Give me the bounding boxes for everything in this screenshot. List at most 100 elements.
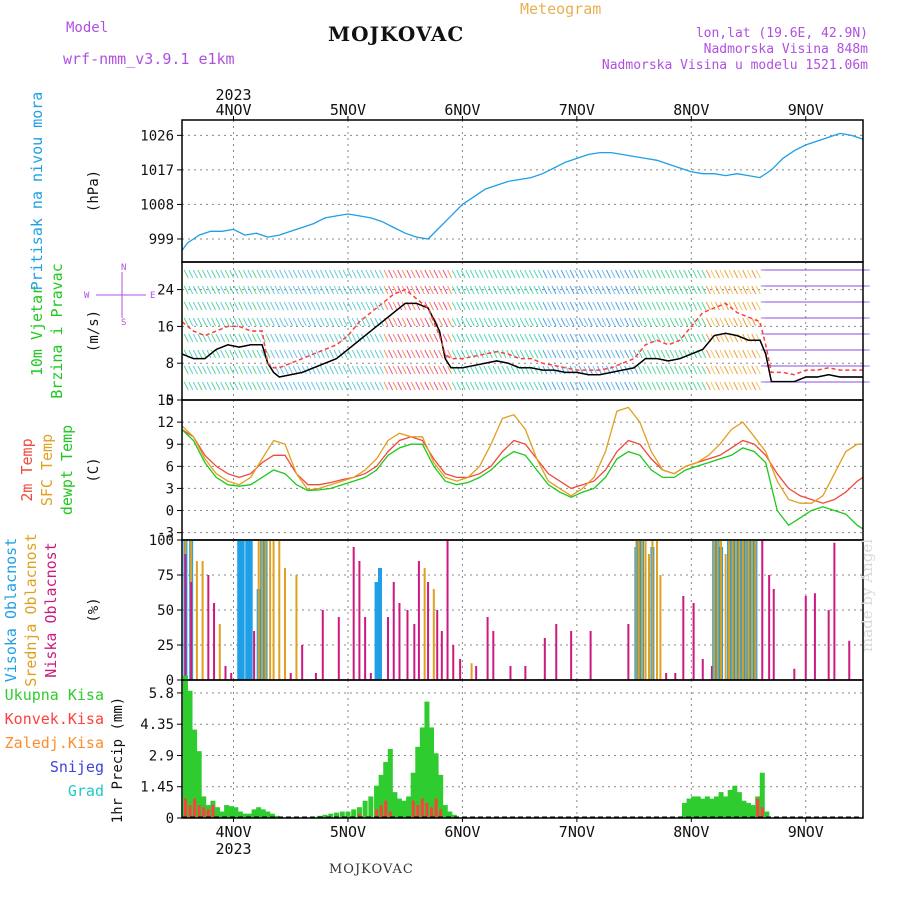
- wind-barb: [587, 285, 593, 295]
- wind-barb: [728, 285, 734, 295]
- wind-barb: [551, 349, 557, 359]
- wind-barb: [338, 285, 344, 295]
- wind-barb: [406, 349, 412, 359]
- wind-barb: [469, 301, 475, 311]
- wind-barb: [705, 269, 711, 279]
- wind-barb: [556, 349, 561, 359]
- wind-barb: [301, 269, 307, 279]
- wind-barb: [360, 349, 366, 359]
- wind-barb: [705, 301, 711, 311]
- wind-barb: [338, 381, 344, 391]
- total-precip-bar: [415, 746, 421, 818]
- wind-barb: [211, 301, 216, 311]
- wind-barb: [220, 301, 226, 311]
- wind-barb: [574, 317, 580, 327]
- wind-barb: [419, 381, 425, 391]
- wind-barb: [197, 285, 203, 295]
- wind-barb: [374, 365, 380, 375]
- y-tick-label: 0: [166, 673, 174, 689]
- mid-cloud-bar: [264, 540, 267, 680]
- wind-barb: [560, 317, 566, 327]
- wind-barb: [360, 301, 366, 311]
- y-tick-label: 1008: [140, 197, 174, 213]
- wind-barb: [206, 301, 212, 311]
- wind-barb: [251, 349, 257, 359]
- wind-barb: [206, 333, 212, 343]
- wind-barb: [451, 269, 457, 279]
- wind-barb: [633, 381, 639, 391]
- wind-barb: [374, 381, 380, 391]
- mid-cloud-bar: [738, 540, 741, 680]
- wind-barb: [678, 285, 684, 295]
- wind-barb: [383, 333, 389, 343]
- wind-barb: [329, 381, 334, 391]
- wind-barb: [406, 365, 412, 375]
- wind-barb: [406, 381, 412, 391]
- wind-barb: [369, 333, 375, 343]
- wind-barb: [297, 269, 303, 279]
- wind-barb: [238, 333, 244, 343]
- wind-barb: [501, 381, 507, 391]
- wind-barb: [492, 381, 498, 391]
- wind-barb: [478, 349, 484, 359]
- wind-barb: [392, 301, 398, 311]
- wind-barb: [519, 301, 525, 311]
- wind-barb: [292, 269, 298, 279]
- wind-barb: [578, 349, 584, 359]
- wind-barb: [265, 317, 271, 327]
- wind-barb: [701, 285, 707, 295]
- wind-barb: [201, 285, 207, 295]
- wind-barb: [469, 365, 475, 375]
- y-tick-label: -3: [157, 526, 174, 542]
- wind-barb: [478, 333, 484, 343]
- y-tick-label: 0: [166, 811, 174, 827]
- wind-barb: [201, 317, 207, 327]
- wind-barb: [533, 349, 539, 359]
- wind-barb: [238, 381, 244, 391]
- compass-south-label: S: [121, 318, 126, 328]
- total-precip-bar: [727, 789, 733, 818]
- wind-barb: [592, 317, 598, 327]
- wind-barb: [192, 317, 198, 327]
- wind-barb: [183, 365, 189, 375]
- y-tick-label: 1.45: [140, 780, 174, 796]
- wind-barb: [528, 333, 534, 343]
- wind-barb: [510, 365, 516, 375]
- total-precip-bar: [709, 798, 715, 818]
- wind-barb: [719, 349, 725, 359]
- wind-barb: [537, 333, 543, 343]
- wind-barb: [669, 349, 675, 359]
- wind-barb: [369, 365, 375, 375]
- wind-barb: [569, 285, 575, 295]
- wind-barb: [410, 285, 416, 295]
- low-cloud-bar: [321, 610, 324, 680]
- conv-precip-bar: [357, 813, 361, 818]
- wind-barb: [715, 365, 720, 375]
- wind-barb: [388, 333, 394, 343]
- wind-barb: [488, 381, 493, 391]
- wind-barb: [533, 285, 539, 295]
- wind-barb: [197, 381, 203, 391]
- wind-barb: [637, 349, 643, 359]
- total-precip-bar: [237, 811, 243, 818]
- wind-barb: [242, 301, 248, 311]
- wind-barb: [320, 269, 325, 279]
- wind-barb: [728, 269, 734, 279]
- wind-barb: [374, 301, 380, 311]
- wind-barb: [274, 349, 280, 359]
- wind-barb: [556, 333, 561, 343]
- wind-barb: [188, 349, 194, 359]
- wind-barb: [556, 317, 561, 327]
- wind-barb: [419, 269, 425, 279]
- wind-barb: [569, 301, 575, 311]
- y-tick-label: 1026: [140, 128, 174, 144]
- model-name: wrf-nmm_v3.9.1 e1km: [63, 50, 235, 68]
- wind-barb: [456, 301, 462, 311]
- wind-barb: [211, 349, 216, 359]
- wind-barb: [755, 365, 761, 375]
- wind-barb: [596, 317, 602, 327]
- compass-west-label: W: [84, 291, 90, 301]
- wind-barb: [224, 317, 230, 327]
- wind-barb: [687, 317, 693, 327]
- wind-barb: [687, 301, 693, 311]
